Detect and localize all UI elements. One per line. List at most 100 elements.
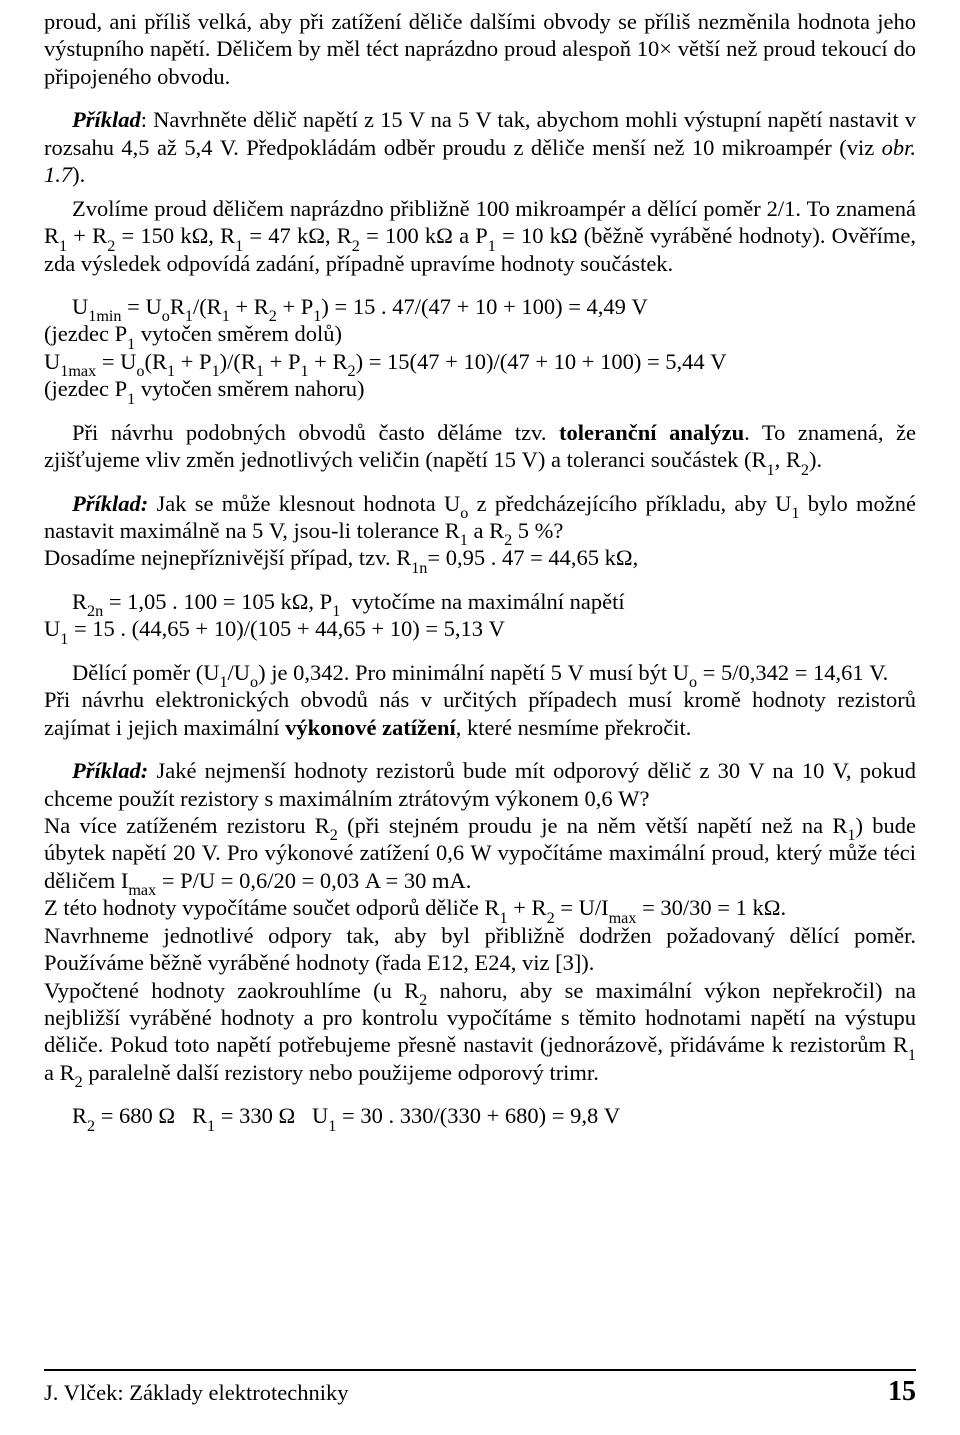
subscript: 1: [167, 362, 175, 380]
text: Z této hodnoty vypočítáme součet odporů …: [44, 895, 500, 920]
footer-title: J. Vlček: Základy elektrotechniky: [44, 1379, 349, 1406]
text: = 1,05 . 100 = 105 kΩ, P: [103, 589, 332, 614]
text: ) je 0,342. Pro minimální napětí 5 V mus…: [258, 660, 689, 685]
text: + R: [309, 349, 348, 374]
paragraph: Při návrhu podobných obvodů často děláme…: [44, 419, 916, 474]
equation-line: R2 = 680 Ω R1 = 330 Ω U1 = 30 . 330/(330…: [44, 1102, 916, 1129]
subscript: 1: [222, 307, 230, 325]
text: /U: [228, 660, 251, 685]
example-label: Příklad:: [72, 491, 148, 516]
paragraph-example: Příklad: Jak se může klesnout hodnota Uo…: [44, 490, 916, 572]
subscript: o: [162, 307, 170, 325]
text: + R: [230, 294, 269, 319]
text: Navrhneme jednotlivé odpory tak, aby byl…: [44, 923, 916, 975]
example-label: Příklad:: [72, 758, 148, 783]
text: R: [72, 1103, 87, 1128]
text: a R: [468, 518, 504, 543]
text: + R: [67, 223, 107, 248]
subscript: 2: [419, 991, 427, 1009]
page-footer: J. Vlček: Základy elektrotechniky 15: [44, 1369, 916, 1409]
subscript: 1max: [60, 362, 96, 380]
text: Dělící poměr (U: [72, 660, 219, 685]
subscript: 1: [212, 362, 220, 380]
subscript: 1: [847, 826, 855, 844]
text: = 15 . (44,65 + 10)/(105 + 44,65 + 10) =…: [68, 616, 505, 641]
text: , které nesmíme překročit.: [456, 715, 692, 740]
text: )/(R: [220, 349, 256, 374]
subscript: 1: [791, 504, 799, 522]
subscript: 1: [235, 237, 243, 255]
text: = 47 kΩ, R: [243, 223, 352, 248]
text: vytočen směrem nahoru): [135, 376, 364, 401]
text: = 100 kΩ a P: [360, 223, 488, 248]
text: (R: [145, 349, 168, 374]
text: R: [72, 589, 87, 614]
text: = U: [122, 294, 162, 319]
text: = U/I: [555, 895, 609, 920]
subscript: 1: [500, 909, 508, 927]
subscript: o: [689, 673, 697, 691]
subscript: 2: [547, 909, 555, 927]
text: = 680 Ω R: [95, 1103, 207, 1128]
subscript: 2: [75, 1073, 83, 1091]
subscript: 2: [352, 237, 360, 255]
text: ) = 15(47 + 10)/(47 + 10 + 100) = 5,44 V: [356, 349, 727, 374]
bold-term: toleranční analýzu: [559, 420, 744, 445]
text: = 0,95 . 47 = 44,65 kΩ,: [427, 545, 638, 570]
example-label: Příklad: [72, 107, 141, 132]
subscript: max: [609, 909, 637, 927]
subscript: 1: [300, 362, 308, 380]
paragraph-example: Příklad: Navrhněte dělič napětí z 15 V n…: [44, 106, 916, 188]
subscript: 2: [87, 1117, 95, 1135]
text: Jaké nejmenší hodnoty rezistorů bude mít…: [44, 758, 916, 810]
subscript: max: [128, 881, 156, 899]
text: + P: [277, 294, 313, 319]
text: /(R: [193, 294, 222, 319]
text: + R: [508, 895, 547, 920]
text: ).: [809, 447, 822, 472]
text: U: [72, 294, 88, 319]
text: ) = 15 . 47/(47 + 10 + 100) = 4,49 V: [321, 294, 647, 319]
text: , R: [775, 447, 801, 472]
text: vytočíme na maximální napětí: [340, 589, 624, 614]
text: (jezdec P: [44, 376, 127, 401]
subscript: 1min: [88, 307, 121, 325]
equation-line: U1min = UoR1/(R1 + R2 + P1) = 15 . 47/(4…: [44, 293, 916, 403]
text: (při stejném proudu je na něm větší napě…: [338, 813, 848, 838]
subscript: 1: [207, 1117, 215, 1135]
subscript: 1: [328, 1117, 336, 1135]
subscript: 2: [801, 461, 809, 479]
subscript: 1: [313, 307, 321, 325]
subscript: 2n: [87, 602, 103, 620]
text: z předcházejícího příkladu, aby U: [468, 491, 791, 516]
text: Při návrhu podobných obvodů často děláme…: [72, 420, 559, 445]
footer-rule: [44, 1369, 916, 1371]
page-number: 15: [888, 1375, 916, 1409]
text: ).: [72, 162, 85, 187]
subscript: 2: [269, 307, 277, 325]
subscript: 1: [127, 335, 135, 353]
subscript: o: [460, 504, 468, 522]
subscript: o: [136, 362, 144, 380]
bold-term: výkonové zatížení: [285, 715, 456, 740]
text: = 30/30 = 1 kΩ.: [636, 895, 786, 920]
paragraph: Zvolíme proud děličem naprázdno přibližn…: [44, 195, 916, 277]
paragraph-example: Příklad: Jaké nejmenší hodnoty rezistorů…: [44, 757, 916, 1086]
subscript: 2: [330, 826, 338, 844]
subscript: 1: [256, 362, 264, 380]
subscript: 1: [127, 390, 135, 408]
subscript: 2: [348, 362, 356, 380]
text: R: [170, 294, 185, 319]
subscript: 2: [504, 531, 512, 549]
text: Dosadíme nejnepříznivější případ, tzv. R: [44, 545, 411, 570]
text: a R: [44, 1060, 75, 1085]
text: vytočen směrem dolů): [135, 321, 342, 346]
text: Na více zatíženém rezistoru R: [44, 813, 330, 838]
text: (jezdec P: [44, 321, 127, 346]
text: + P: [175, 349, 211, 374]
subscript: 2: [107, 237, 115, 255]
text: : Navrhněte dělič napětí z 15 V na 5 V t…: [44, 107, 916, 159]
subscript: o: [250, 673, 258, 691]
text: paralelně další rezistory nebo použijeme…: [83, 1060, 599, 1085]
subscript: 1: [767, 461, 775, 479]
